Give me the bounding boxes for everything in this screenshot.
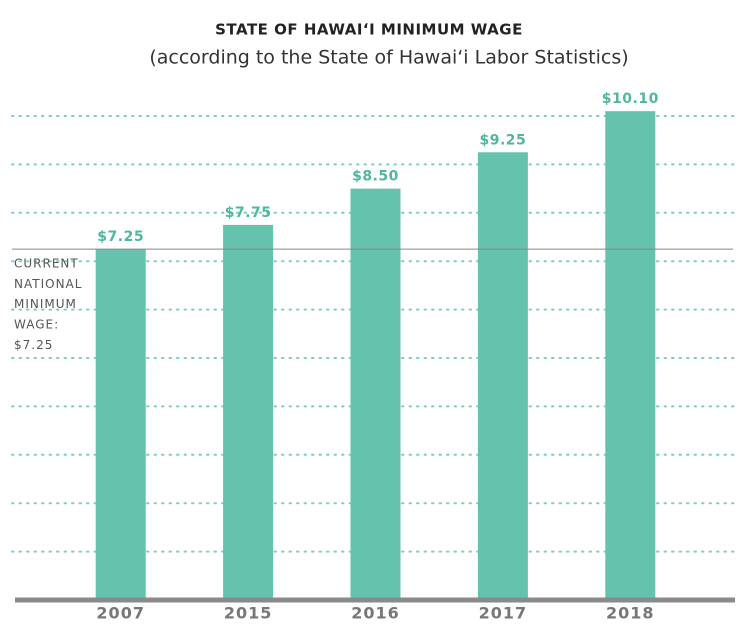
bar	[605, 111, 656, 600]
value-label: $7.25	[97, 229, 144, 245]
x-tick-label: 2016	[351, 604, 400, 623]
value-label: $8.50	[352, 169, 399, 185]
reference-label: CURRENT	[14, 257, 79, 271]
value-label: $7.75	[225, 205, 272, 221]
value-label: $9.25	[480, 132, 527, 148]
bar	[350, 188, 401, 600]
bar	[95, 249, 146, 600]
x-tick-label: 2015	[224, 604, 273, 623]
x-tick-label: 2007	[96, 604, 145, 623]
bar	[477, 152, 528, 601]
reference-label: NATIONAL	[14, 277, 82, 291]
x-tick-label: 2018	[606, 604, 655, 623]
x-tick-label: 2017	[479, 604, 528, 623]
value-label: $10.10	[602, 91, 659, 107]
reference-label: $7.25	[14, 338, 53, 352]
chart-title: STATE OF HAWAIʻI MINIMUM WAGE	[215, 21, 523, 39]
reference-label: MINIMUM	[14, 297, 77, 311]
chart-subtitle: (according to the State of Hawaiʻi Labor…	[149, 47, 628, 69]
bar	[223, 224, 274, 600]
reference-label: WAGE:	[14, 318, 59, 332]
